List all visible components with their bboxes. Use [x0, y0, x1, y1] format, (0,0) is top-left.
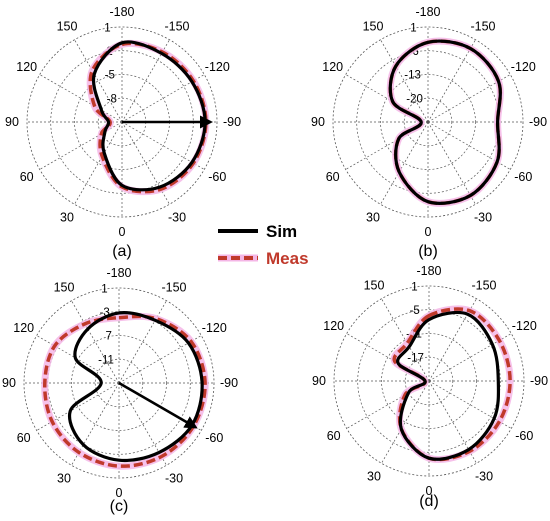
panel-d-angle-label: 60	[327, 429, 341, 443]
panel-c-angle-label: 60	[17, 431, 31, 445]
panel-d-angle-label: 30	[367, 469, 381, 483]
panel-c-angle-label: -120	[202, 321, 227, 335]
panel-d-angle-label: 90	[312, 374, 326, 388]
panel-c: -180 -150 -120 -90 -60 -30 0 30 60 90 120 150 1 -3 7 -1…	[2, 266, 238, 515]
panel-c-angle-label: -150	[161, 281, 186, 295]
panel-a-angle-label: -150	[164, 20, 189, 34]
panel-a-outer-ring	[26, 26, 218, 218]
panel-b-angle-label: -120	[511, 60, 536, 74]
panel-a-angle-label: -30	[168, 210, 186, 224]
panel-a-sim-curve	[91, 40, 207, 192]
panel-c-radial-tick-label: -11	[98, 354, 114, 366]
panel-a-angle-label: 30	[60, 210, 74, 224]
panel-c-angle-label: 90	[2, 376, 16, 390]
panel-b-radial-tick-label: -20	[406, 93, 423, 105]
panel-c-radial-tick-label: 1	[101, 283, 107, 295]
panel-c-grid-ring-2	[71, 335, 167, 431]
panel-c-grid-ring-1	[94, 358, 144, 408]
panel-d-angle-label: -180	[416, 264, 441, 278]
panel-b-angle-label: -90	[529, 115, 547, 129]
panel-d-angle-label: -60	[515, 429, 533, 443]
panel-d-angle-label: 150	[364, 279, 385, 293]
panel-d-angle-label: -90	[530, 374, 548, 388]
panel-b-radial-tick-label: 1	[410, 22, 416, 34]
panel-a-angle-label: 0	[119, 225, 126, 239]
panel-a-radial-tick-label: -5	[105, 70, 115, 82]
panel-c-angle-label: 150	[54, 281, 75, 295]
panel-d-sim-curve	[396, 310, 501, 461]
panel-b-angle-label: 30	[366, 210, 380, 224]
panel-a-angle-label: 90	[5, 115, 19, 129]
panel-c-angle-label: -180	[106, 266, 131, 280]
panel-b-angle-label: 90	[311, 115, 325, 129]
panel-c-angle-label: -60	[205, 431, 223, 445]
panel-a-radial-tick-label: -8	[107, 93, 117, 105]
panel-b-angle-label: 120	[322, 60, 343, 74]
panel-d-angle-label: 0	[426, 484, 433, 498]
panel-d-angle-label: -30	[475, 469, 493, 483]
panel-b-caption: (b)	[418, 243, 438, 260]
panel-c-caption: (c)	[110, 498, 129, 515]
panel-a-angle-label: -60	[208, 170, 226, 184]
panel-d-angle-label: -120	[512, 319, 537, 333]
panel-d-grid-ring-2	[381, 333, 477, 429]
panel-d-grid-ring-1	[404, 356, 454, 406]
panel-a-angle-label: -90	[223, 115, 241, 129]
panel-d-angle-label: 120	[323, 319, 344, 333]
legend-meas-label: Meas	[266, 249, 309, 268]
panel-a-angle-label: 120	[16, 60, 37, 74]
panel-c-outer-ring	[23, 287, 215, 479]
panel-b-angle-label: 150	[363, 20, 384, 34]
panel-b-angle-label: -150	[470, 20, 495, 34]
panel-c-angle-label: 30	[57, 471, 71, 485]
panel-a-caption: (a)	[112, 243, 132, 260]
panel-b-sim-curve	[388, 39, 502, 205]
panel-a-angle-label: -180	[109, 5, 134, 19]
panel-d-radial-tick-label: -17	[407, 352, 424, 364]
panel-c-grid-ring-3	[47, 311, 191, 455]
panel-c-angle-label: -30	[165, 471, 183, 485]
panel-d-radial-tick-label: 1	[411, 281, 417, 293]
panel-a-radial-tick-label: 1	[104, 22, 110, 34]
panel-b-angle-label: -30	[474, 210, 492, 224]
panel-c-radial-tick-label: 7	[105, 331, 111, 343]
panel-a-angle-label: 150	[57, 20, 78, 34]
panel-c-sim-curve	[67, 311, 204, 463]
panel-b-grid-ring-1	[403, 97, 453, 147]
panel-c-angle-label: -90	[220, 376, 238, 390]
panel-d-grid-ring-3	[357, 309, 501, 453]
panel-b-angle-label: -180	[415, 5, 440, 19]
panel-c-meas-curve	[43, 314, 207, 468]
panel-b-angle-label: 0	[425, 225, 432, 239]
panel-c-radial-tick-label: -3	[100, 307, 110, 319]
panel-b-outer-ring	[332, 26, 524, 218]
panel-d-outer-ring	[333, 285, 525, 477]
legend: Sim Meas	[218, 222, 309, 268]
panel-b-grid-ring-2	[380, 74, 476, 170]
panel-c-angle-label: 0	[116, 486, 123, 500]
panel-a-angle-label: -120	[205, 60, 230, 74]
panel-d-angle-label: -150	[471, 279, 496, 293]
panel-d-radial-tick-label: -5	[410, 305, 420, 317]
panel-a-angle-label: 60	[20, 170, 34, 184]
panel-b-angle-label: -60	[514, 170, 532, 184]
panel-b-angle-label: 60	[326, 170, 340, 184]
panel-b-radial-tick-label: -13	[404, 70, 421, 82]
panel-c-main-beam-arrow	[118, 381, 198, 429]
panel-d-caption: (d)	[419, 493, 439, 510]
panel-c-angle-label: 120	[13, 321, 34, 335]
legend-sim-label: Sim	[266, 222, 297, 241]
